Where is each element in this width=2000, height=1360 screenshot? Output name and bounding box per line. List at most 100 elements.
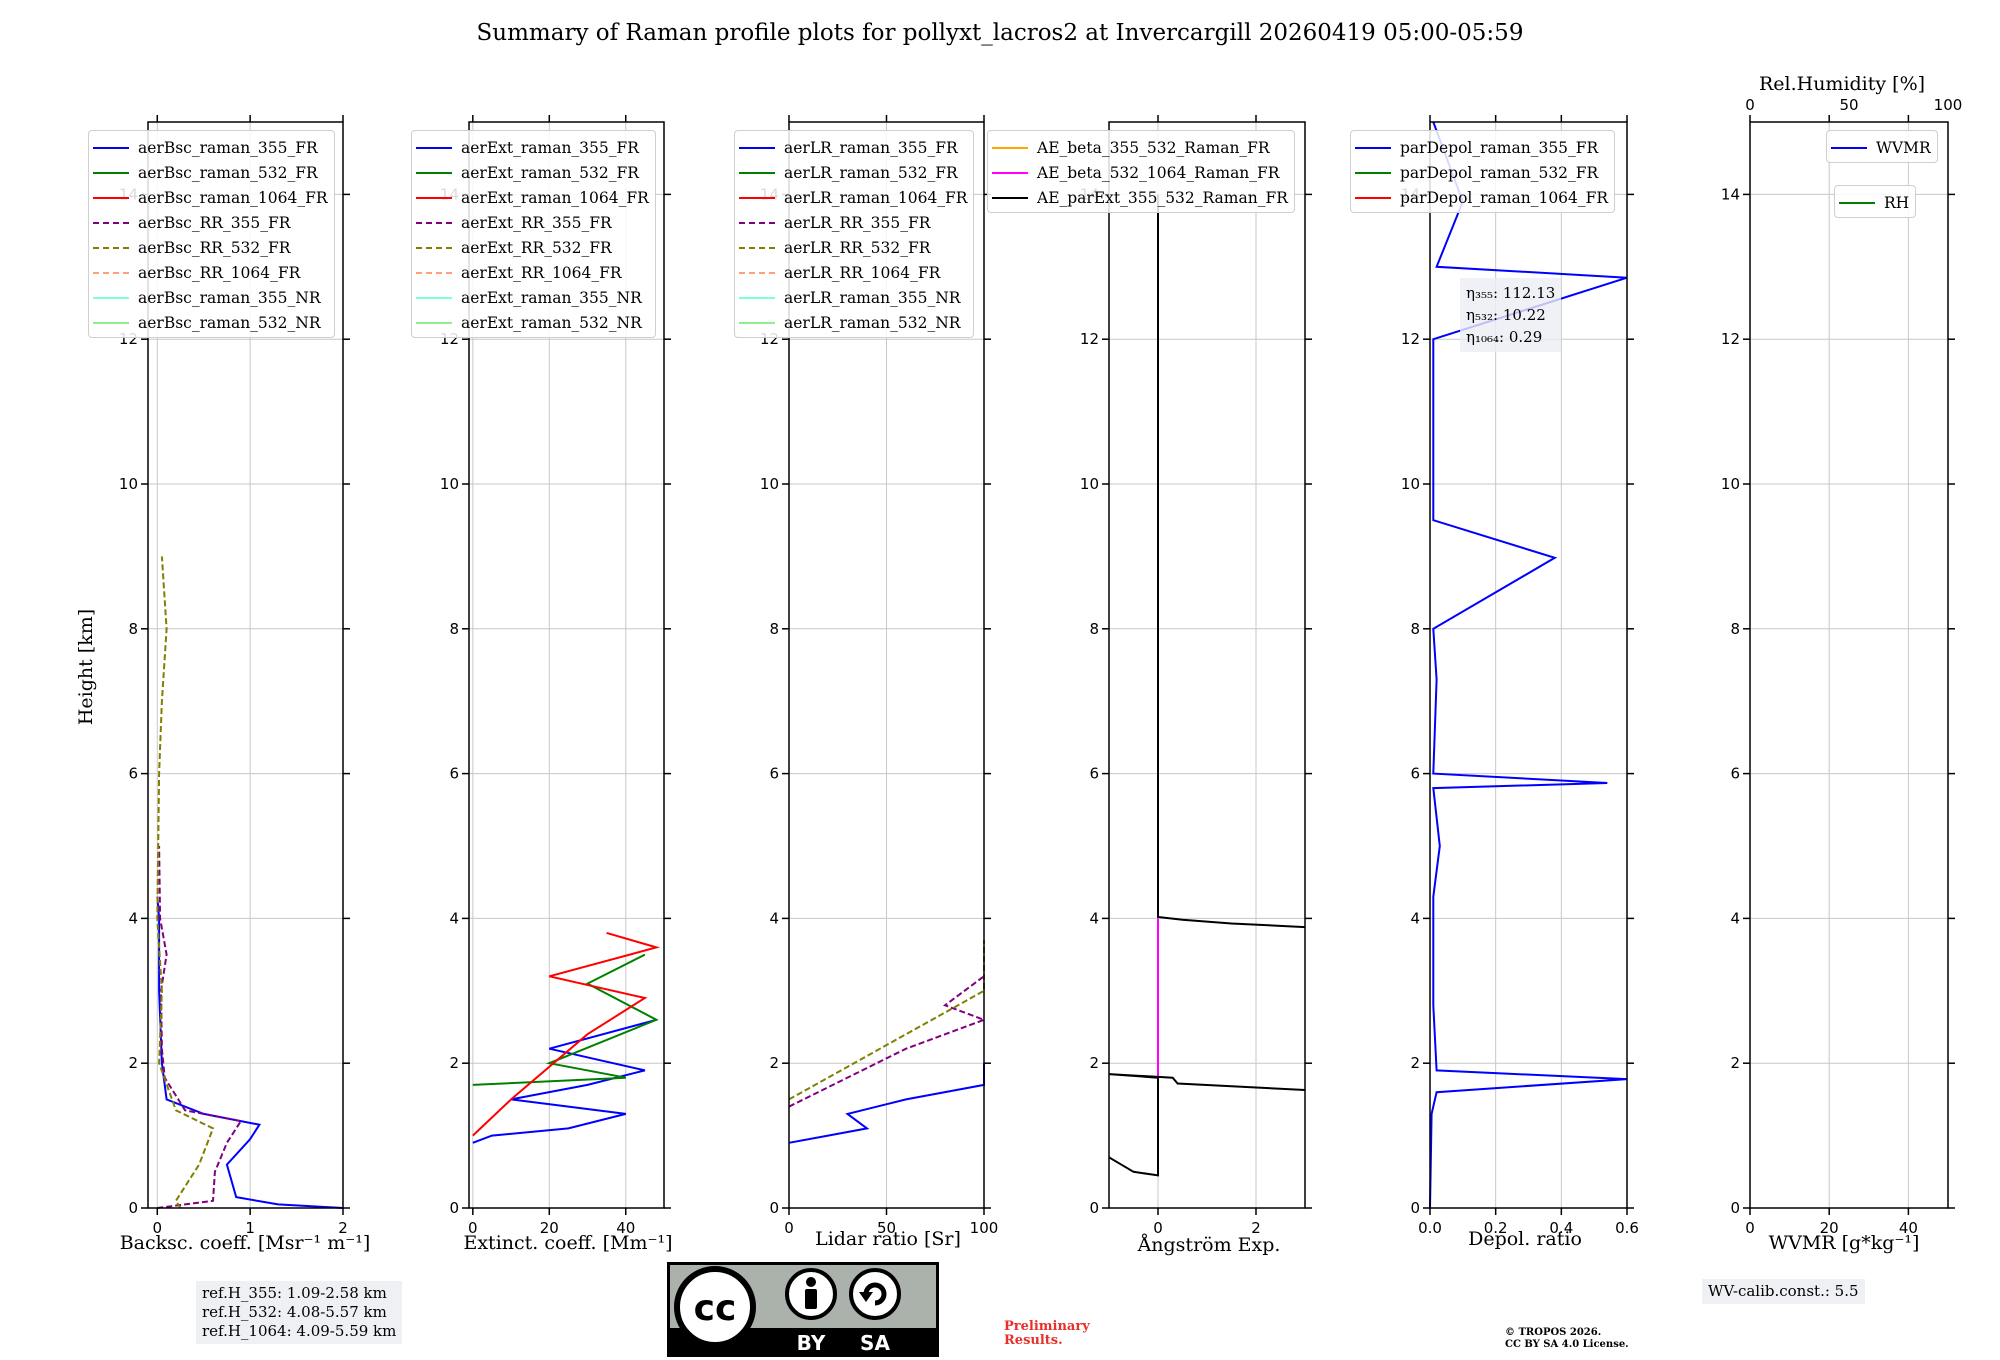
y-tick-label: 2 bbox=[449, 1054, 459, 1072]
x-tick-label: 0.0 bbox=[1418, 1219, 1442, 1237]
y-tick-label: 6 bbox=[128, 765, 138, 783]
legend-dep: parDepol_raman_355_FR parDepol_raman_532… bbox=[1350, 130, 1616, 213]
y-tick-label: 8 bbox=[1089, 620, 1099, 638]
legend-swatch bbox=[93, 296, 129, 299]
figure-title: Summary of Raman profile plots for polly… bbox=[476, 20, 1524, 46]
legend-rh: RH bbox=[1834, 185, 1917, 218]
x-tick-label: 0 bbox=[784, 1219, 794, 1237]
legend-label: aerLR_raman_355_NR bbox=[784, 288, 961, 307]
legend-label: parDepol_raman_1064_FR bbox=[1400, 188, 1609, 207]
eta-annotation: η₃₅₅: 112.13 η₅₃₂: 10.22 η₁₀₆₄: 0.29 bbox=[1460, 278, 1562, 352]
legend-swatch bbox=[739, 171, 775, 174]
y-tick-label: 2 bbox=[1730, 1054, 1740, 1072]
axes-frame-ae bbox=[1108, 121, 1306, 1209]
legend-entry: aerBsc_RR_532_FR bbox=[93, 235, 328, 260]
x-tick-label: 0 bbox=[1153, 1219, 1163, 1237]
x-tick-label: 0.2 bbox=[1484, 1219, 1508, 1237]
series-line-aerbsc-raman-355-fr bbox=[156, 896, 344, 1209]
x-tick-label: 20 bbox=[1820, 1219, 1839, 1237]
y-tick-label: 0 bbox=[1410, 1199, 1420, 1217]
y-tick-label: 2 bbox=[128, 1054, 138, 1072]
legend-swatch bbox=[93, 146, 129, 149]
legend-label: aerBsc_RR_1064_FR bbox=[138, 263, 301, 282]
legend-entry: aerExt_raman_355_FR bbox=[416, 135, 649, 160]
legend-entry: AE_beta_532_1064_Raman_FR bbox=[992, 160, 1288, 185]
plot-area-wv bbox=[1750, 122, 1948, 1208]
series-line-ae-parext-355-532-raman-fr-upper- bbox=[1157, 194, 1306, 929]
legend-swatch bbox=[739, 221, 775, 224]
cc-icon-glyph: cc bbox=[694, 1288, 737, 1329]
y-tick-label: 12 bbox=[1401, 330, 1420, 348]
x-tick-label: 0 bbox=[153, 1219, 163, 1237]
legend-swatch bbox=[93, 271, 129, 274]
legend-swatch bbox=[416, 171, 452, 174]
y-tick-label: 4 bbox=[1730, 909, 1740, 927]
legend-entry: aerBsc_raman_355_FR bbox=[93, 135, 328, 160]
legend-swatch bbox=[1355, 146, 1391, 149]
x-tick-label: 1 bbox=[245, 1219, 255, 1237]
y-tick-label: 6 bbox=[1730, 765, 1740, 783]
legend-swatch bbox=[739, 271, 775, 274]
y-tick-label: 8 bbox=[128, 620, 138, 638]
legend-entry: aerExt_RR_532_FR bbox=[416, 235, 649, 260]
legend-label: aerExt_raman_532_NR bbox=[461, 313, 642, 332]
preliminary-note: Preliminary Results. bbox=[1004, 1320, 1090, 1348]
legend-label: aerBsc_raman_355_NR bbox=[138, 288, 321, 307]
legend-label: aerExt_raman_1064_FR bbox=[461, 188, 649, 207]
y-tick-label: 4 bbox=[1410, 909, 1420, 927]
sa-label: SA bbox=[860, 1331, 890, 1355]
series-line-aerext-raman-1064-fr bbox=[472, 931, 661, 1137]
legend-entry: aerLR_RR_355_FR bbox=[739, 210, 967, 235]
by-person-head bbox=[806, 1277, 816, 1287]
panel-wv: 0 2 4 6 8 10 12 14 0 20 40 0 50 100 bbox=[1721, 96, 1962, 1237]
legend-swatch bbox=[739, 196, 775, 199]
eta-532: η₅₃₂: 10.22 bbox=[1466, 306, 1546, 324]
legend-entry: aerLR_raman_1064_FR bbox=[739, 185, 967, 210]
legend-label: aerLR_RR_532_FR bbox=[784, 238, 931, 257]
cc-by-sa-license-badge: cc BY SA bbox=[667, 1262, 939, 1357]
y-tick-label: 4 bbox=[1089, 909, 1099, 927]
eta-355: η₃₅₅: 112.13 bbox=[1466, 284, 1556, 302]
legend-label: aerBsc_RR_355_FR bbox=[138, 213, 291, 232]
copyright-line-2: CC BY SA 4.0 License. bbox=[1505, 1339, 1629, 1350]
y-tick-label: 10 bbox=[119, 475, 138, 493]
axes-frame-wv bbox=[1749, 121, 1949, 1209]
axes-frame-ext bbox=[468, 121, 665, 1209]
legend-entry: aerLR_raman_532_FR bbox=[739, 160, 967, 185]
legend-entry: aerExt_raman_532_FR bbox=[416, 160, 649, 185]
legend-label: aerLR_RR_1064_FR bbox=[784, 263, 941, 282]
legend-label: aerLR_raman_355_FR bbox=[784, 138, 958, 157]
legend-swatch bbox=[416, 246, 452, 249]
legend-swatch bbox=[416, 296, 452, 299]
y-tick-label: 10 bbox=[440, 475, 459, 493]
legend-entry: aerBsc_raman_1064_FR bbox=[93, 185, 328, 210]
y-tick-label: 0 bbox=[449, 1199, 459, 1217]
legend-swatch bbox=[992, 171, 1028, 174]
legend-swatch bbox=[93, 196, 129, 199]
legend-label: AE_parExt_355_532_Raman_FR bbox=[1037, 188, 1288, 207]
legend-swatch bbox=[93, 321, 129, 324]
x-tick-label: 2 bbox=[1251, 1219, 1261, 1237]
legend-entry: aerLR_raman_355_FR bbox=[739, 135, 967, 160]
legend-entry: aerBsc_raman_355_NR bbox=[93, 285, 328, 310]
legend-label: aerExt_raman_355_FR bbox=[461, 138, 639, 157]
y-tick-label: 8 bbox=[1730, 620, 1740, 638]
sa-recycle-icon bbox=[849, 1268, 901, 1320]
legend-label: AE_beta_532_1064_Raman_FR bbox=[1037, 163, 1280, 182]
by-person-body bbox=[805, 1289, 817, 1309]
ref-h1064: ref.H_1064: 4.09-5.59 km bbox=[202, 1322, 397, 1340]
legend-entry: aerLR_raman_532_NR bbox=[739, 310, 967, 335]
y-tick-label: 4 bbox=[449, 909, 459, 927]
preliminary-line-1: Preliminary bbox=[1004, 1319, 1090, 1334]
by-label: BY bbox=[797, 1331, 826, 1355]
legend-swatch bbox=[416, 271, 452, 274]
dep-xlabel: Depol. ratio bbox=[1468, 1228, 1582, 1250]
y-tick-label: 4 bbox=[128, 909, 138, 927]
axes-frame-dep bbox=[1429, 121, 1628, 1209]
y-tick-label: 6 bbox=[769, 765, 779, 783]
legend-swatch bbox=[739, 146, 775, 149]
bsc-xlabel: Backsc. coeff. [Msr⁻¹ m⁻¹] bbox=[119, 1232, 371, 1254]
legend-entry: AE_parExt_355_532_Raman_FR bbox=[992, 185, 1288, 210]
x-tick-label: 40 bbox=[1899, 1219, 1918, 1237]
